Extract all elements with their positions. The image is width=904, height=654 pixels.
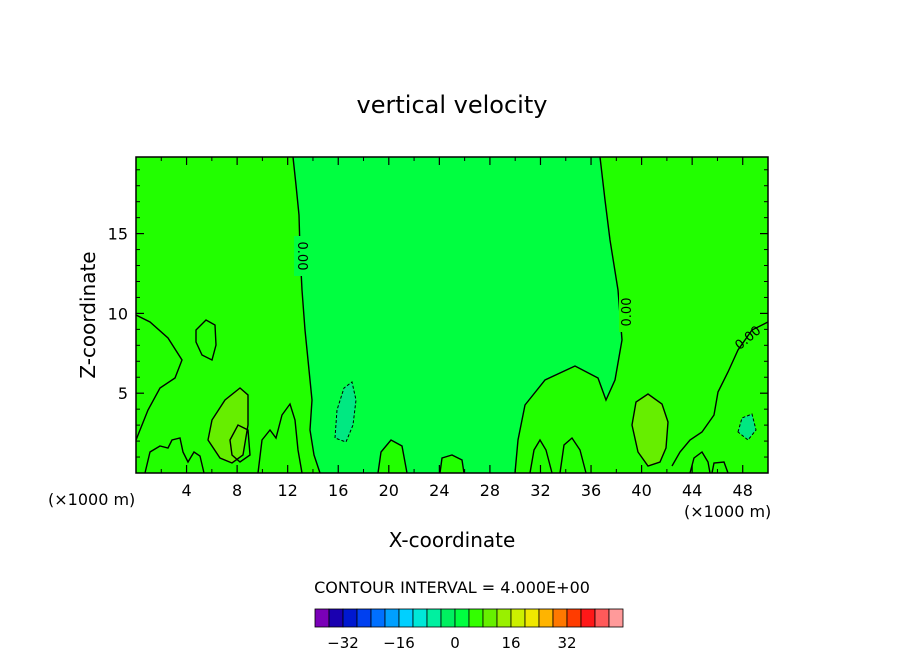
colorbar-swatch	[608, 608, 624, 628]
colorbar-tick-label: 32	[557, 634, 576, 652]
colorbar-swatch	[384, 608, 400, 628]
colorbar-swatch	[496, 608, 512, 628]
colorbar-swatch	[426, 608, 442, 628]
x-tick-label: 44	[682, 481, 702, 500]
x-axis-label: X-coordinate	[389, 528, 516, 552]
positive-core-40	[632, 394, 668, 466]
y-tick-label: 10	[108, 304, 128, 323]
zero-contours	[135, 156, 769, 474]
y-axis: 5 10 15	[108, 169, 768, 458]
plot-area: 0.00 0.00 0.00	[135, 156, 769, 474]
contour-label-left: 0.00	[294, 242, 309, 271]
plot-frame	[135, 156, 769, 474]
negative-contours	[334, 381, 757, 443]
colorbar-swatch	[524, 608, 540, 628]
colorbar-swatch	[398, 608, 414, 628]
y-tick-label: 5	[118, 384, 128, 403]
colorbar-swatch	[328, 608, 344, 628]
colorbar-tick-label: −16	[383, 634, 415, 652]
colorbar-swatch	[440, 608, 456, 628]
colorbar-swatch	[552, 608, 568, 628]
x-tick-label: 12	[278, 481, 298, 500]
negative-pocket-17	[335, 382, 356, 442]
colorbar-tick-labels: −32 −16 0 16 32	[327, 634, 576, 652]
colorbar-tick-label: 16	[501, 634, 520, 652]
contour-label-right: 0.00	[620, 298, 635, 327]
contour-labels: 0.00 0.00 0.00	[294, 236, 764, 353]
colorbar-swatch	[454, 608, 470, 628]
x-tick-label: 36	[581, 481, 601, 500]
x-tick-label: 20	[379, 481, 399, 500]
negative-pocket-48	[738, 414, 756, 440]
positive-bump-20	[378, 440, 407, 473]
colorbar-swatch	[356, 608, 372, 628]
y-tick-label: 15	[108, 225, 128, 244]
colorbar-swatch	[538, 608, 554, 628]
y-axis-label: Z-coordinate	[76, 251, 100, 378]
x-tick-label: 48	[733, 481, 753, 500]
x-tick-label: 8	[232, 481, 242, 500]
colorbar-swatch	[342, 608, 358, 628]
x-tick-label: 28	[480, 481, 500, 500]
colorbar-swatch	[370, 608, 386, 628]
colorbar-swatch	[580, 608, 596, 628]
colorbar-swatch	[412, 608, 428, 628]
colorbar	[314, 608, 624, 628]
colorbar-swatch	[468, 608, 484, 628]
x-unit-label-left: (×1000 m)	[48, 490, 135, 509]
x-tick-label: 4	[181, 481, 191, 500]
colorbar-swatch	[482, 608, 498, 628]
x-unit-label-right: (×1000 m)	[684, 502, 771, 521]
x-tick-label: 24	[429, 481, 449, 500]
colorbar-swatch	[594, 608, 610, 628]
colorbar-swatch	[566, 608, 582, 628]
positive-region-right	[515, 157, 768, 473]
colorbar-tick-label: −32	[327, 634, 359, 652]
x-axis: 4 8 12 16 20 24 28 32 36 40 44 48	[160, 157, 753, 500]
contour-interval-label: CONTOUR INTERVAL = 4.000E+00	[314, 578, 590, 597]
x-tick-label: 40	[631, 481, 651, 500]
positive-core-8	[208, 388, 248, 463]
positive-region-left	[136, 157, 320, 473]
colorbar-tick-label: 0	[450, 634, 460, 652]
x-tick-label: 32	[530, 481, 550, 500]
colorbar-swatch	[314, 608, 330, 628]
chart-title: vertical velocity	[357, 91, 548, 119]
x-tick-label: 16	[328, 481, 348, 500]
colorbar-swatch	[510, 608, 526, 628]
positive-bump-25	[440, 455, 464, 473]
